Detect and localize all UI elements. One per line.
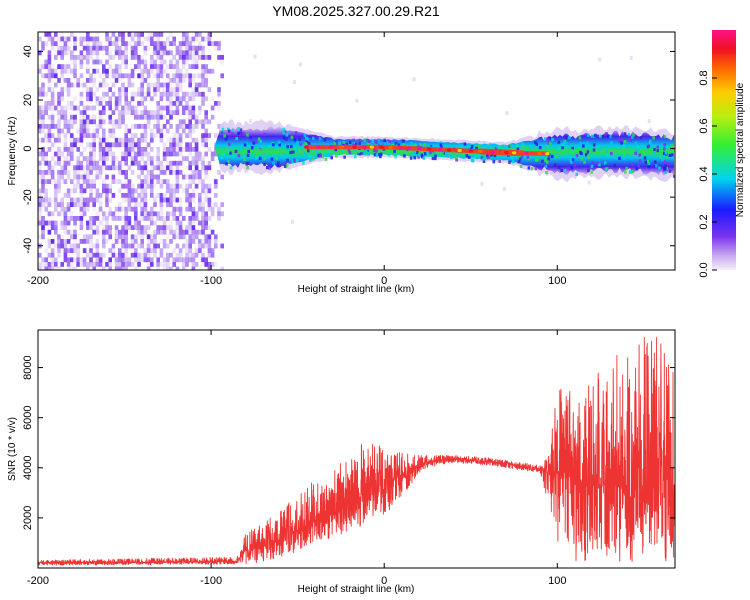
colorbar-tick-label: 0.0 <box>698 262 710 277</box>
snr-y-tick-label: 8000 <box>22 355 34 379</box>
spectrogram-content <box>38 32 675 270</box>
spectrogram-y-tick-label: -20 <box>22 189 34 205</box>
chart-title: YM08.2025.327.00.29.R21 <box>272 3 440 19</box>
spectrogram-band-core <box>306 144 548 156</box>
spectrogram-x-axis-label: Height of straight line (km) <box>298 284 415 295</box>
spectrogram-y-tick-label: 20 <box>22 94 34 106</box>
spectrogram-y-tick-label: -40 <box>22 238 34 254</box>
spectrogram-y-tick-label: 0 <box>22 146 34 152</box>
snr-y-tick-label: 4000 <box>22 456 34 480</box>
snr-x-tick-label: -200 <box>27 575 49 587</box>
colorbar-tick-label: 0.2 <box>698 214 710 229</box>
snr-x-tick-label: 0 <box>381 575 387 587</box>
colorbar-tick-label: 0.4 <box>698 166 710 181</box>
colorbar: 0.0 0.2 0.4 0.6 0.8 Normalized spectral ampl… <box>698 30 746 278</box>
spectrogram-x-ticks: -200 -100 0 100 <box>27 32 566 287</box>
colorbar-label: Normalized spectral amplitude <box>735 82 746 217</box>
snr-y-axis-label: SNR (10 * v/v) <box>7 417 18 481</box>
snr-y-tick-label: 2000 <box>22 506 34 530</box>
colorbar-ticks: 0.0 0.2 0.4 0.6 0.8 <box>698 70 717 278</box>
colorbar-tick-label: 0.6 <box>698 118 710 133</box>
spectrogram-x-tick-label: 100 <box>548 275 566 287</box>
snr-frame <box>37 329 676 569</box>
snr-x-axis-label: Height of straight line (km) <box>298 584 415 595</box>
spectrogram-frame <box>37 31 676 271</box>
spectrogram-x-tick-label: -100 <box>200 275 222 287</box>
colorbar-gradient <box>712 30 736 270</box>
snr-panel: -200 -100 0 100 2000 4000 6000 8000 Height of … <box>7 329 676 595</box>
spectrogram-y-tick-label: 40 <box>22 45 34 57</box>
spectrogram-y-axis-label: Frequency (Hz) <box>7 117 18 186</box>
snr-y-ticks: 2000 4000 6000 8000 <box>22 355 675 530</box>
snr-content <box>38 336 675 566</box>
snr-series-line <box>38 336 675 566</box>
spectrogram-noise-cells <box>38 32 651 270</box>
spectrogram-x-tick-label: 0 <box>381 275 387 287</box>
colorbar-tick-label: 0.8 <box>698 70 710 85</box>
spectrogram-y-ticks: -40 -20 0 20 40 <box>22 45 675 254</box>
spectrogram-peak-dots <box>304 145 550 156</box>
snr-x-tick-label: 100 <box>548 575 566 587</box>
snr-y-tick-label: 6000 <box>22 405 34 429</box>
snr-x-ticks: -200 -100 0 100 <box>27 330 566 587</box>
spectrogram-band-speckle <box>220 127 675 178</box>
spectrogram-x-tick-label: -200 <box>27 275 49 287</box>
snr-x-tick-label: -100 <box>200 575 222 587</box>
